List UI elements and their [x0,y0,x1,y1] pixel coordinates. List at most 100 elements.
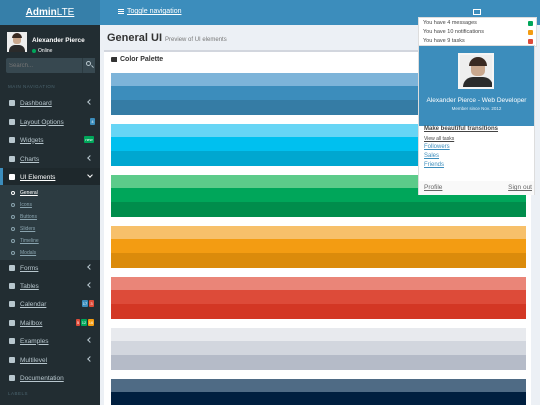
profile-button[interactable]: Profile [424,184,443,191]
color-swatch [111,341,526,355]
ui-elements-submenu: General Icons Buttons Sliders Timeline M… [0,185,100,260]
user-panel: Alexander Pierce Online [6,29,96,59]
user-body: Make beautiful transitions View all task… [419,126,534,181]
submenu-item-general[interactable]: General [0,187,100,199]
search-button[interactable] [82,58,95,73]
sidebar-item-widgets[interactable]: Widgets new [0,131,100,149]
notifications-line[interactable]: You have 10 notifications [423,29,484,35]
circle-icon [11,215,15,219]
color-swatch [111,226,526,239]
submenu-item-modals[interactable]: Modals [0,247,100,259]
circle-icon [11,191,15,195]
tasks-indicator [528,39,533,44]
palette-navy [111,379,526,405]
user-name: Alexander Pierce [32,37,85,44]
sales-link[interactable]: Sales [424,153,440,159]
sidebar-item-layout-options[interactable]: Layout Options 4 [0,113,100,131]
palette-danger [111,277,526,319]
messages-indicator [528,21,533,26]
sidebar-item-multilevel[interactable]: Multilevel [0,351,100,369]
app-logo[interactable]: AdminLTE [0,0,100,25]
color-swatch [111,392,526,405]
sidebar-item-forms[interactable]: Forms [0,259,100,277]
messages-line[interactable]: You have 4 messages [423,20,477,26]
table-icon [9,283,15,289]
user-dropdown: Alexander Pierce - Web Developer Member … [418,45,535,195]
color-swatch [111,290,526,304]
dashboard-icon [9,100,15,106]
user-status[interactable]: Online [32,48,52,54]
box-title-text: Color Palette [120,56,164,63]
friends-link[interactable]: Friends [424,162,445,168]
sidebar-item-documentation[interactable]: Documentation [0,369,100,387]
avatar [7,32,27,52]
chevron-left-icon [87,337,93,343]
view-all-tasks-link[interactable]: View all tasks [424,136,455,142]
chevron-left-icon [87,155,93,161]
notifications-indicator [528,30,533,35]
submenu-item-timeline[interactable]: Timeline [0,235,100,247]
color-swatch [111,277,526,290]
calendar-badge-red: 3 [89,300,94,307]
sidebar-item-charts[interactable]: Charts [0,150,100,168]
tasks-line[interactable]: You have 9 tasks [423,38,465,44]
chevron-down-icon [87,172,93,178]
box-title: Color Palette [111,56,163,63]
edit-icon [9,265,15,271]
laptop-icon [9,174,15,180]
status-text: Online [38,48,53,54]
chevron-left-icon [87,356,93,362]
sidebar-search [6,58,95,73]
color-swatch [111,304,526,319]
hamburger-icon [118,9,124,14]
circle-icon [11,203,15,207]
search-icon [86,61,91,66]
submenu-item-icons[interactable]: Icons [0,199,100,211]
pie-chart-icon [9,156,15,162]
user-full-title: Alexander Pierce - Web Developer [426,97,527,104]
tag-icon [111,57,117,62]
palette-gray [111,328,526,370]
color-swatch [111,253,526,268]
user-header: Alexander Pierce - Web Developer Member … [419,46,534,126]
sidebar-item-ui-elements[interactable]: UI Elements [0,168,100,186]
sign-out-button[interactable]: Sign out [508,184,532,191]
book-icon [9,375,15,381]
sidebar-item-dashboard[interactable]: Dashboard [0,94,100,112]
color-swatch [111,239,526,253]
envelope-icon[interactable] [473,9,481,15]
user-footer: Profile Sign out [419,181,534,195]
submenu-item-sliders[interactable]: Sliders [0,223,100,235]
circle-icon [11,227,15,231]
chevron-left-icon [87,99,93,105]
color-swatch [111,355,526,370]
sidebar-item-mailbox[interactable]: Mailbox 5 12 16 [0,314,100,332]
files-icon [9,119,15,125]
sidebar-item-examples[interactable]: Examples [0,332,100,350]
followers-link[interactable]: Followers [424,144,450,150]
chevron-left-icon [87,282,93,288]
submenu-item-buttons[interactable]: Buttons [0,211,100,223]
layout-badge: 4 [90,118,95,125]
page-title: General UI [107,32,163,44]
task-link[interactable]: Make beautiful transitions [424,126,499,132]
labels-header: LABELS [8,391,29,396]
sidebar-toggle-button[interactable]: Toggle navigation [118,8,182,15]
share-icon [9,357,15,363]
sidebar: Alexander Pierce Online MAIN NAVIGATION … [0,25,100,405]
user-avatar-large [458,53,494,89]
sidebar-item-calendar[interactable]: Calendar 17 3 [0,295,100,313]
search-input[interactable] [6,58,82,73]
circle-icon [11,251,15,255]
sidebar-item-tables[interactable]: Tables [0,277,100,295]
content-header: General UI Preview of UI elements [107,32,227,44]
folder-icon [9,338,15,344]
new-badge: new [84,136,94,143]
color-swatch [111,202,526,217]
top-navbar: Toggle navigation [100,0,540,25]
notifications-dropdown: You have 4 messages You have 10 notifica… [418,17,537,47]
th-icon [9,137,15,143]
palette-warning [111,226,526,268]
page-subtitle: Preview of UI elements [165,37,227,43]
main-navigation-header: MAIN NAVIGATION [8,84,56,89]
